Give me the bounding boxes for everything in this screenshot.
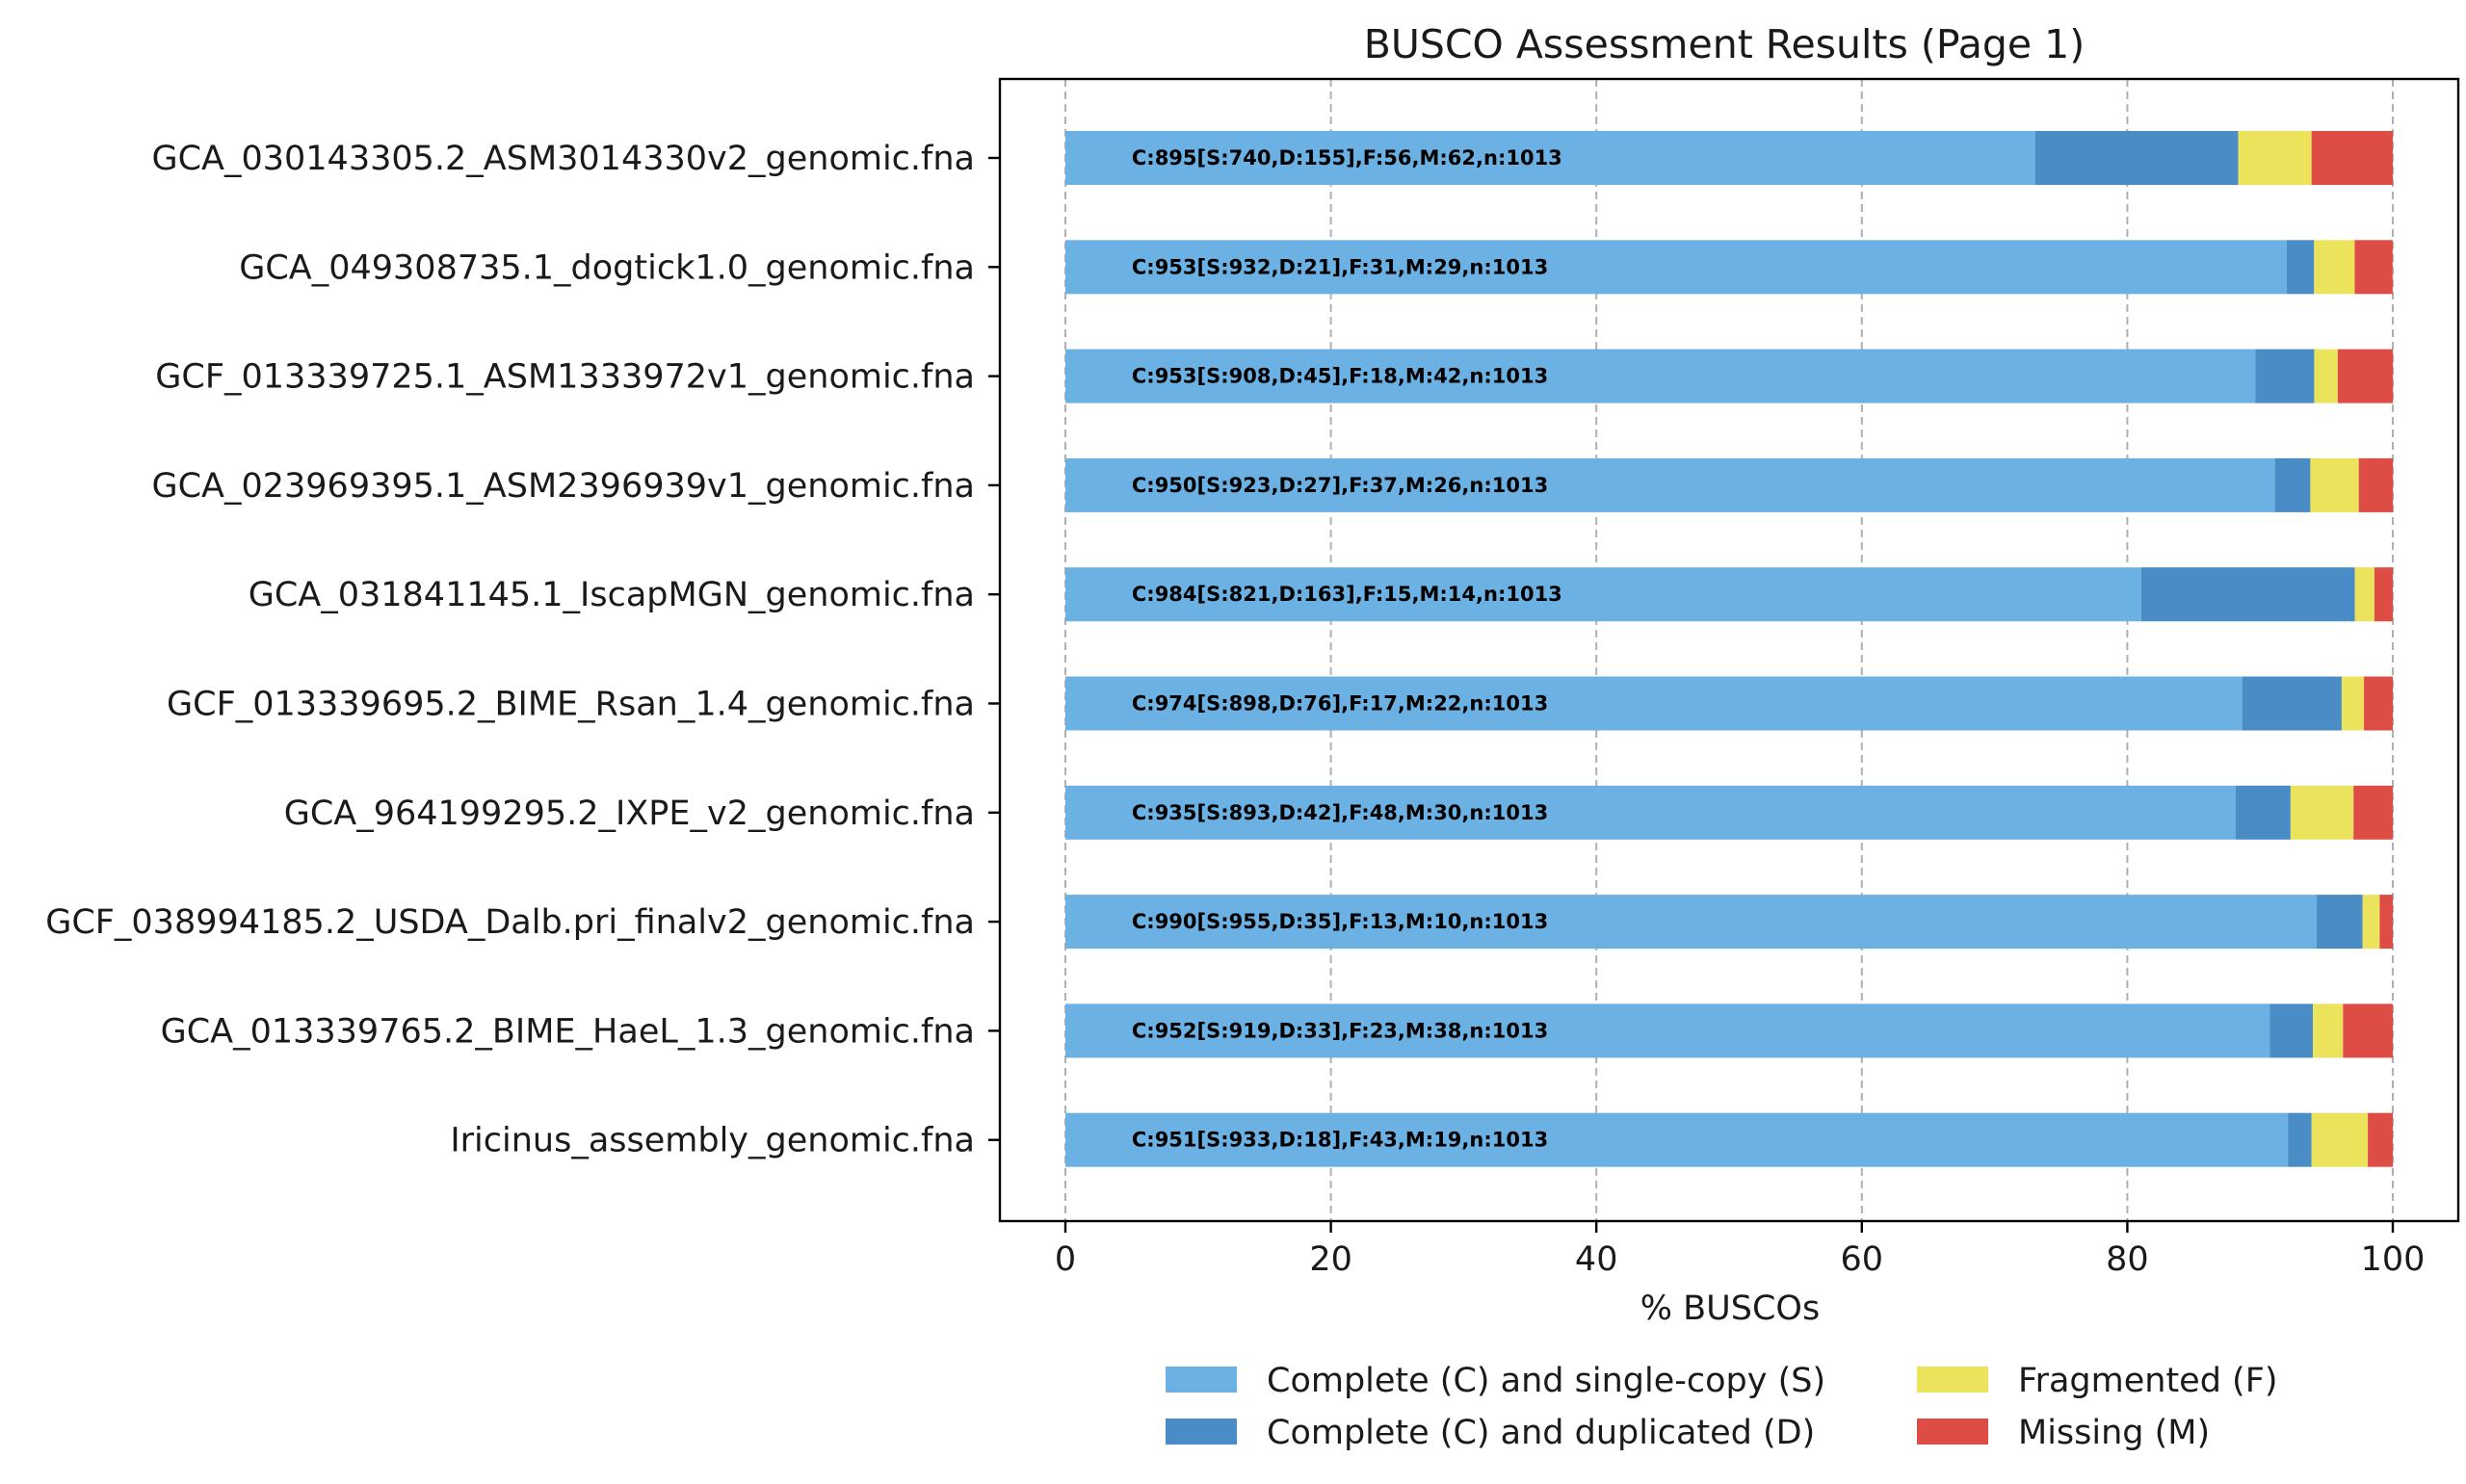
- y-tick-label-8: GCF_038994185.2_USDA_Dalb.pri_finalv2_ge…: [45, 903, 975, 942]
- y-axis: GCA_030143305.2_ASM3014330v2_genomic.fna…: [45, 140, 1000, 1160]
- bar-segment-9-series-3: [2313, 1003, 2344, 1058]
- bar-segment-5-series-4: [2374, 567, 2393, 622]
- x-tick-label-80: 80: [2106, 1240, 2149, 1279]
- bar-segment-10-series-3: [2311, 1112, 2369, 1167]
- x-tick-label-100: 100: [2361, 1240, 2426, 1279]
- bar-segment-4-series-2: [2274, 457, 2311, 512]
- bar-segment-9-series-2: [2269, 1003, 2314, 1058]
- bar-segment-4-series-3: [2310, 457, 2359, 512]
- legend-label-2: Complete (C) and duplicated (D): [1267, 1414, 1815, 1452]
- bar-segment-2-series-4: [2354, 240, 2393, 295]
- bar-segment-7-series-1: [1065, 785, 2236, 840]
- x-tick-label-60: 60: [1841, 1240, 1884, 1279]
- y-tick-label-1: GCA_030143305.2_ASM3014330v2_genomic.fna: [151, 140, 975, 178]
- y-tick-label-3: GCF_013339725.1_ASM1333972v1_genomic.fna: [155, 358, 975, 397]
- x-tick-label-20: 20: [1309, 1240, 1352, 1279]
- y-tick-label-4: GCA_023969395.1_ASM2396939v1_genomic.fna: [151, 467, 975, 506]
- bar-label-7: C:935[S:893,D:42],F:48,M:30,n:1013: [1132, 801, 1548, 824]
- legend-swatch-4: [1917, 1419, 1988, 1445]
- bar-label-2: C:953[S:932,D:21],F:31,M:29,n:1013: [1132, 255, 1548, 278]
- bar-segment-10-series-4: [2368, 1112, 2393, 1167]
- bar-segment-2-series-3: [2314, 240, 2355, 295]
- plot-frame: [998, 77, 2460, 1223]
- bar-segment-4-series-1: [1065, 457, 2275, 512]
- chart-title: BUSCO Assessment Results (Page 1): [1364, 21, 2086, 67]
- bar-segment-9-series-1: [1065, 1003, 2270, 1058]
- bar-segment-2-series-1: [1065, 240, 2287, 295]
- bar-segment-10-series-2: [2288, 1112, 2312, 1167]
- bar-segment-1-series-2: [2034, 131, 2239, 185]
- bar-segment-9-series-4: [2343, 1003, 2393, 1058]
- bar-segment-7-series-3: [2290, 785, 2354, 840]
- legend-swatch-2: [1166, 1419, 1237, 1445]
- legend-label-4: Missing (M): [2018, 1414, 2210, 1452]
- bar-segment-3-series-4: [2337, 349, 2394, 404]
- bar-segment-3-series-1: [1065, 349, 2256, 404]
- y-tick-label-6: GCF_013339695.2_BIME_Rsan_1.4_genomic.fn…: [167, 686, 975, 724]
- y-tick-label-7: GCA_964199295.2_IXPE_v2_genomic.fna: [284, 794, 975, 833]
- y-tick-label-10: Iricinus_assembly_genomic.fna: [450, 1122, 975, 1160]
- bar-label-10: C:951[S:933,D:18],F:43,M:19,n:1013: [1132, 1129, 1548, 1152]
- x-tick-label-40: 40: [1575, 1240, 1618, 1279]
- x-axis-title: % BUSCOs: [1640, 1289, 1820, 1328]
- bar-labels: C:895[S:740,D:155],F:56,M:62,n:1013 C:953…: [1132, 146, 1562, 1152]
- bar-segment-5-series-1: [1065, 567, 2141, 622]
- y-tick-label-9: GCA_013339765.2_BIME_HaeL_1.3_genomic.fn…: [161, 1012, 975, 1051]
- bar-segment-5-series-2: [2140, 567, 2355, 622]
- bar-label-5: C:984[S:821,D:163],F:15,M:14,n:1013: [1132, 583, 1562, 606]
- bar-segment-10-series-1: [1065, 1112, 2289, 1167]
- bar-segment-1-series-3: [2238, 131, 2312, 185]
- legend-swatch-1: [1166, 1367, 1237, 1393]
- bar-segment-8-series-3: [2362, 895, 2380, 950]
- bar-segment-4-series-4: [2358, 457, 2394, 512]
- legend-label-3: Fragmented (F): [2018, 1362, 2278, 1400]
- bars: [1065, 131, 2394, 1167]
- x-axis: 0 20 40 60 80 100: [1055, 1221, 2426, 1279]
- bar-segment-8-series-2: [2317, 895, 2363, 950]
- bar-label-8: C:990[S:955,D:35],F:13,M:10,n:1013: [1132, 910, 1548, 933]
- bar-segment-8-series-1: [1065, 895, 2318, 950]
- bar-label-6: C:974[S:898,D:76],F:17,M:22,n:1013: [1132, 692, 1548, 716]
- bar-label-3: C:953[S:908,D:45],F:18,M:42,n:1013: [1132, 365, 1548, 388]
- bar-segment-7-series-4: [2353, 785, 2393, 840]
- bar-segment-2-series-2: [2286, 240, 2315, 295]
- x-tick-label-0: 0: [1055, 1240, 1076, 1279]
- bar-label-9: C:952[S:919,D:33],F:23,M:38,n:1013: [1132, 1019, 1548, 1042]
- bar-segment-5-series-3: [2354, 567, 2374, 622]
- bar-segment-7-series-2: [2235, 785, 2291, 840]
- bar-label-4: C:950[S:923,D:27],F:37,M:26,n:1013: [1132, 474, 1548, 497]
- legend-label-1: Complete (C) and single-copy (S): [1267, 1362, 1825, 1400]
- bar-segment-6-series-1: [1065, 676, 2243, 731]
- y-tick-label-5: GCA_031841145.1_IscapMGN_genomic.fna: [249, 576, 975, 614]
- bar-segment-1-series-4: [2311, 131, 2393, 185]
- bar-segment-8-series-4: [2379, 895, 2393, 950]
- bar-segment-3-series-2: [2255, 349, 2315, 404]
- y-tick-label-2: GCA_049308735.1_dogtick1.0_genomic.fna: [239, 248, 975, 287]
- legend: Complete (C) and single-copy (S) Complete…: [1166, 1362, 2278, 1452]
- bar-segment-6-series-3: [2341, 676, 2365, 731]
- bar-segment-6-series-4: [2364, 676, 2393, 731]
- bar-segment-3-series-3: [2314, 349, 2338, 404]
- legend-swatch-3: [1917, 1367, 1988, 1393]
- bar-segment-1-series-1: [1065, 131, 2035, 185]
- bar-segment-6-series-2: [2242, 676, 2342, 731]
- bar-label-1: C:895[S:740,D:155],F:56,M:62,n:1013: [1132, 146, 1562, 169]
